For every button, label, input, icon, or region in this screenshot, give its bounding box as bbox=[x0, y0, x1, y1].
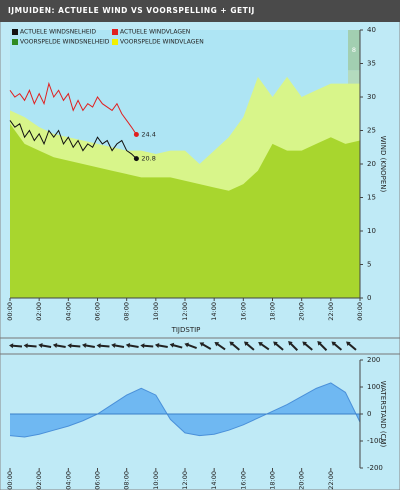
wind-arrow bbox=[302, 341, 313, 351]
wind-arrow bbox=[184, 342, 197, 349]
legend-swatch bbox=[112, 39, 118, 45]
x-tick-label: 10:00 bbox=[152, 471, 160, 490]
legend-swatch bbox=[12, 29, 18, 35]
y-axis-title: WATERSTAND (CM) bbox=[379, 381, 387, 448]
wind-arrow bbox=[199, 342, 212, 350]
x-tick-label: 22:00 bbox=[327, 471, 335, 490]
wind-arrow bbox=[169, 342, 183, 349]
x-tick-label: 04:00 bbox=[64, 302, 72, 321]
y-tick-label: 10 bbox=[367, 227, 376, 235]
wind-arrow bbox=[52, 343, 66, 349]
y-tick-label: 200 bbox=[367, 356, 380, 364]
legend-label: VOORSPELDE WINDSNELHEID bbox=[20, 39, 110, 46]
x-tick-label: 00:00 bbox=[6, 471, 14, 490]
x-tick-label: 12:00 bbox=[181, 471, 189, 490]
area-fill bbox=[10, 382, 360, 437]
y-tick-label: 35 bbox=[367, 60, 376, 68]
x-tick-label: 20:00 bbox=[298, 471, 306, 490]
x-tick-label: 00:00 bbox=[6, 302, 14, 321]
x-tick-label: 22:00 bbox=[327, 302, 335, 321]
wind-arrow bbox=[154, 343, 168, 349]
y-tick-label: 0 bbox=[367, 410, 371, 418]
legend-swatch bbox=[12, 39, 18, 45]
x-tick-label: 16:00 bbox=[239, 302, 247, 321]
wind-arrow bbox=[346, 341, 357, 351]
wind-arrow bbox=[258, 341, 270, 351]
end-point bbox=[133, 156, 139, 162]
data-label: 24.4 bbox=[141, 131, 155, 139]
wind-arrow bbox=[111, 343, 125, 349]
y-tick-label: 40 bbox=[367, 26, 376, 34]
wind-arrow bbox=[9, 343, 23, 349]
x-tick-label: 00:00 bbox=[356, 302, 364, 321]
y-tick-label: 15 bbox=[367, 194, 376, 202]
x-tick-label: 12:00 bbox=[181, 302, 189, 321]
x-tick-label: 14:00 bbox=[210, 471, 218, 490]
wind-arrow bbox=[229, 341, 240, 351]
x-tick-label: 14:00 bbox=[210, 302, 218, 321]
x-tick-label: 16:00 bbox=[239, 471, 247, 490]
x-tick-label: 08:00 bbox=[123, 471, 131, 490]
legend-label: ACTUELE WINDSNELHEID bbox=[20, 29, 96, 36]
data-label: 20.8 bbox=[141, 155, 155, 163]
area bbox=[10, 123, 360, 298]
wind-arrow bbox=[125, 343, 139, 349]
wind-arrow bbox=[317, 341, 328, 351]
y-tick-label: -200 bbox=[367, 464, 383, 472]
wind-arrow bbox=[82, 343, 95, 349]
y-tick-label: 30 bbox=[367, 93, 376, 101]
x-tick-label: 02:00 bbox=[35, 302, 43, 321]
line bbox=[9, 382, 361, 438]
wind-arrow bbox=[67, 343, 81, 349]
y-tick-label: 25 bbox=[367, 127, 376, 135]
x-axis-title: TIJDSTIP bbox=[171, 326, 201, 334]
x-tick-label: 06:00 bbox=[94, 471, 102, 490]
wind-arrow bbox=[96, 343, 110, 349]
wind-arrow bbox=[288, 341, 299, 351]
x-tick-label: 08:00 bbox=[123, 302, 131, 321]
x-tick-label: 10:00 bbox=[152, 302, 160, 321]
x-tick-label: 02:00 bbox=[35, 471, 43, 490]
y-tick-label: -100 bbox=[367, 437, 383, 445]
end-point bbox=[133, 132, 139, 138]
wind-arrow bbox=[243, 341, 255, 351]
wind-arrow bbox=[331, 341, 343, 351]
y-axis-title: WIND (KNOPEN) bbox=[379, 136, 387, 193]
x-tick-label: 20:00 bbox=[298, 302, 306, 321]
wind-arrow bbox=[273, 341, 284, 351]
wind-arrow bbox=[214, 341, 226, 351]
x-tick-label: 18:00 bbox=[269, 302, 277, 321]
y-tick-label: 5 bbox=[367, 261, 371, 269]
wind-arrow bbox=[23, 343, 37, 349]
chart-title: IJMUIDEN: ACTUELE WIND VS VOORSPELLING +… bbox=[8, 6, 255, 15]
wind-arrow bbox=[140, 343, 154, 349]
title-bar bbox=[0, 0, 400, 22]
line bbox=[9, 120, 137, 159]
legend-swatch bbox=[112, 29, 118, 35]
x-tick-label: 04:00 bbox=[64, 471, 72, 490]
legend-label: ACTUELE WINDVLAGEN bbox=[120, 29, 190, 36]
y-tick-label: 0 bbox=[367, 294, 371, 302]
x-tick-label: 18:00 bbox=[269, 471, 277, 490]
beaufort-band bbox=[348, 30, 360, 71]
legend-label: VOORSPELDE WINDVLAGEN bbox=[120, 39, 204, 46]
x-tick-label: 06:00 bbox=[94, 302, 102, 321]
y-tick-label: 100 bbox=[367, 383, 380, 391]
wind-arrow bbox=[38, 343, 52, 349]
line bbox=[9, 81, 137, 135]
y-tick-label: 20 bbox=[367, 160, 376, 168]
beaufort-label: 8 bbox=[352, 46, 356, 54]
